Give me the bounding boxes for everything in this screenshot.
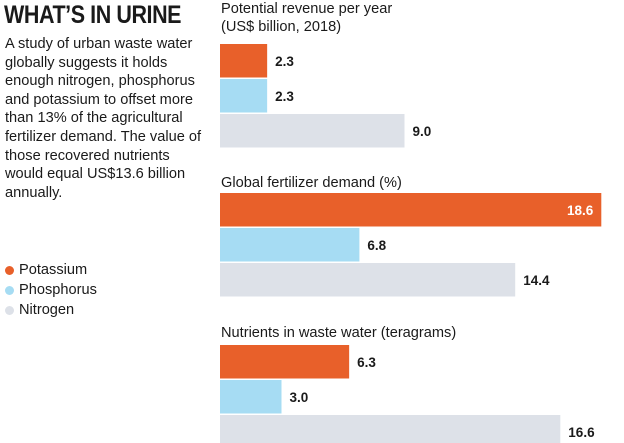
legend-swatch-phosphorus [5, 285, 14, 295]
bar-demand-nitrogen [220, 263, 516, 297]
bar-nutrients-phosphorus [220, 380, 282, 414]
bar-nutrients-nitrogen [220, 415, 561, 443]
bar-demand-potassium [220, 193, 602, 227]
legend-swatch-potassium [5, 265, 14, 275]
bar-revenue-potassium [220, 44, 268, 78]
chart-1-title-line-1: Potential revenue per year [221, 1, 393, 17]
legend-label-phosphorus: Phosphorus [19, 282, 97, 298]
chart-1-title-line-2: (US$ billion, 2018) [221, 19, 342, 35]
legend-label-nitrogen: Nitrogen [19, 302, 75, 318]
legend-label-potassium: Potassium [19, 262, 88, 278]
chart-3-title-line-1: Nutrients in waste water (teragrams) [221, 325, 457, 341]
bar-label-nutrients-potassium: 6.3 [357, 355, 376, 370]
legend-item-phosphorus: Phosphorus [5, 280, 97, 300]
intro-text: A study of urban waste water globally su… [5, 36, 202, 201]
bar-label-revenue-potassium: 2.3 [275, 54, 294, 69]
legend: Potassium Phosphorus Nitrogen [5, 260, 97, 320]
bar-label-nutrients-phosphorus: 3.0 [290, 390, 309, 405]
legend-swatch-nitrogen [5, 305, 14, 315]
chart-2-title: Global fertilizer demand (%) [221, 174, 402, 192]
bar-revenue-phosphorus [220, 79, 268, 113]
bar-label-nutrients-nitrogen: 16.6 [568, 425, 595, 440]
bar-label-revenue-nitrogen: 9.0 [413, 124, 432, 139]
bar-demand-phosphorus [220, 228, 360, 262]
bar-label-revenue-phosphorus: 2.3 [275, 89, 294, 104]
bar-label-demand-phosphorus: 6.8 [367, 238, 386, 253]
bar-revenue-nitrogen [220, 114, 405, 148]
chart-1-title: Potential revenue per year (US$ billion,… [221, 0, 392, 36]
chart-3-title: Nutrients in waste water (teragrams) [221, 324, 456, 342]
bar-label-demand-potassium: 18.6 [567, 203, 594, 218]
page-title: WHAT’S IN URINE [4, 1, 182, 29]
bar-label-demand-nitrogen: 14.4 [523, 273, 550, 288]
chart-2-title-line-1: Global fertilizer demand (%) [221, 175, 402, 191]
bar-nutrients-potassium [220, 345, 350, 379]
legend-item-nitrogen: Nitrogen [5, 300, 97, 320]
legend-item-potassium: Potassium [5, 260, 97, 280]
